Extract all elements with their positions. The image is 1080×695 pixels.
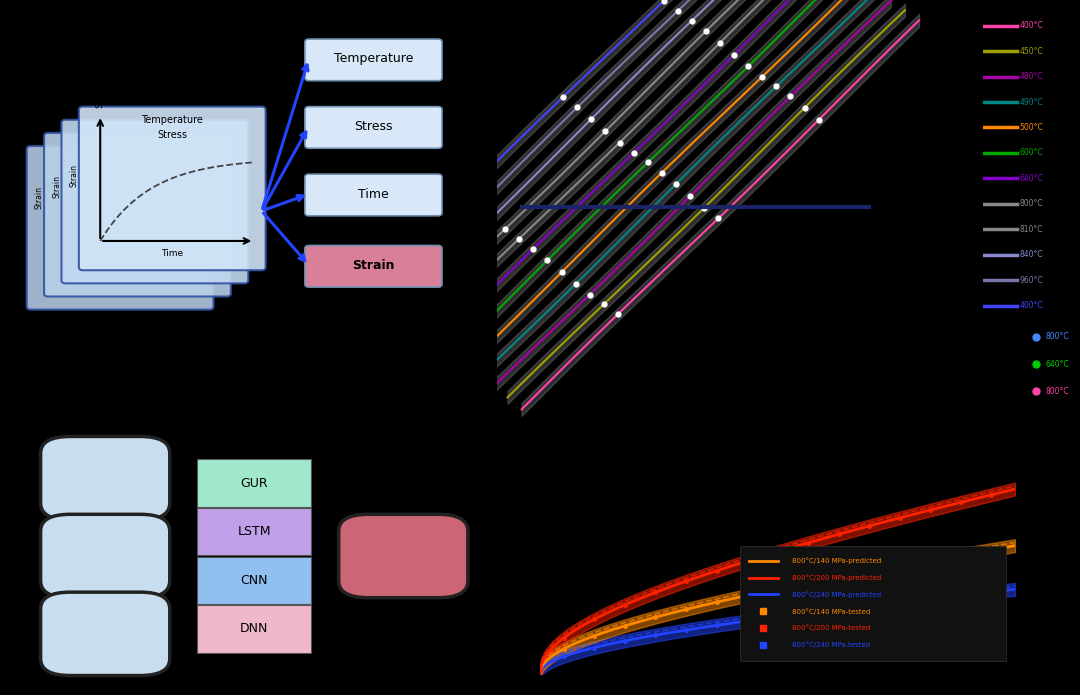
Text: 640°C: 640°C bbox=[1020, 174, 1043, 183]
Text: 600°C: 600°C bbox=[1020, 149, 1043, 158]
FancyBboxPatch shape bbox=[62, 120, 248, 284]
Text: 800°C/200 MPa-tested: 800°C/200 MPa-tested bbox=[792, 625, 870, 631]
FancyBboxPatch shape bbox=[41, 436, 170, 520]
Text: Time: Time bbox=[161, 249, 184, 258]
Text: DNN: DNN bbox=[240, 623, 269, 635]
Text: 800°C/200 MPa-predicted: 800°C/200 MPa-predicted bbox=[792, 574, 881, 581]
Text: 450°C: 450°C bbox=[1020, 47, 1043, 56]
Text: Strain: Strain bbox=[69, 164, 79, 187]
Text: 400°C: 400°C bbox=[1020, 302, 1043, 310]
Text: 400°C: 400°C bbox=[1020, 21, 1043, 30]
FancyBboxPatch shape bbox=[339, 514, 468, 598]
FancyBboxPatch shape bbox=[305, 245, 442, 287]
Text: Stress: Stress bbox=[158, 130, 187, 140]
FancyBboxPatch shape bbox=[305, 174, 442, 216]
Text: LSTM: LSTM bbox=[238, 525, 271, 538]
Text: 640°C: 640°C bbox=[1045, 360, 1069, 368]
Text: 500°C: 500°C bbox=[1020, 123, 1043, 132]
Text: Strain: Strain bbox=[52, 175, 60, 198]
FancyBboxPatch shape bbox=[198, 557, 311, 604]
Text: Strain: Strain bbox=[352, 259, 394, 272]
Text: 800°C: 800°C bbox=[1045, 332, 1069, 341]
Text: Temperature: Temperature bbox=[334, 52, 414, 65]
Text: 800°C/140 MPa-tested: 800°C/140 MPa-tested bbox=[792, 608, 870, 614]
FancyBboxPatch shape bbox=[41, 514, 170, 598]
Text: 800°C/240 MPa-tested: 800°C/240 MPa-tested bbox=[792, 641, 870, 648]
Text: CNN: CNN bbox=[241, 574, 268, 587]
Text: 960°C: 960°C bbox=[1020, 276, 1043, 285]
FancyBboxPatch shape bbox=[198, 605, 311, 653]
FancyBboxPatch shape bbox=[198, 508, 311, 555]
Text: 800°C/140 MPa-predicted: 800°C/140 MPa-predicted bbox=[792, 557, 881, 564]
Text: Stress: Stress bbox=[354, 120, 393, 133]
Text: 800°C: 800°C bbox=[1045, 387, 1069, 396]
FancyBboxPatch shape bbox=[305, 39, 442, 81]
FancyBboxPatch shape bbox=[41, 592, 170, 676]
FancyBboxPatch shape bbox=[740, 546, 1005, 662]
Text: Strain: Strain bbox=[35, 186, 43, 209]
Text: Strain: Strain bbox=[96, 81, 105, 108]
Text: 800°C/240 MPa-predicted: 800°C/240 MPa-predicted bbox=[792, 591, 881, 598]
FancyBboxPatch shape bbox=[198, 459, 311, 507]
Text: 840°C: 840°C bbox=[1020, 250, 1043, 259]
Text: 810°C: 810°C bbox=[1020, 225, 1043, 234]
Text: 480°C: 480°C bbox=[1020, 72, 1043, 81]
Text: Time: Time bbox=[359, 188, 389, 201]
FancyBboxPatch shape bbox=[27, 146, 214, 310]
FancyBboxPatch shape bbox=[79, 106, 266, 270]
FancyBboxPatch shape bbox=[305, 106, 442, 148]
Text: Temperature: Temperature bbox=[141, 115, 203, 124]
Text: GUR: GUR bbox=[241, 477, 268, 489]
FancyBboxPatch shape bbox=[44, 133, 231, 297]
Text: 800°C: 800°C bbox=[1020, 199, 1043, 208]
Text: Strain: Strain bbox=[17, 197, 26, 220]
Text: 490°C: 490°C bbox=[1020, 97, 1043, 106]
